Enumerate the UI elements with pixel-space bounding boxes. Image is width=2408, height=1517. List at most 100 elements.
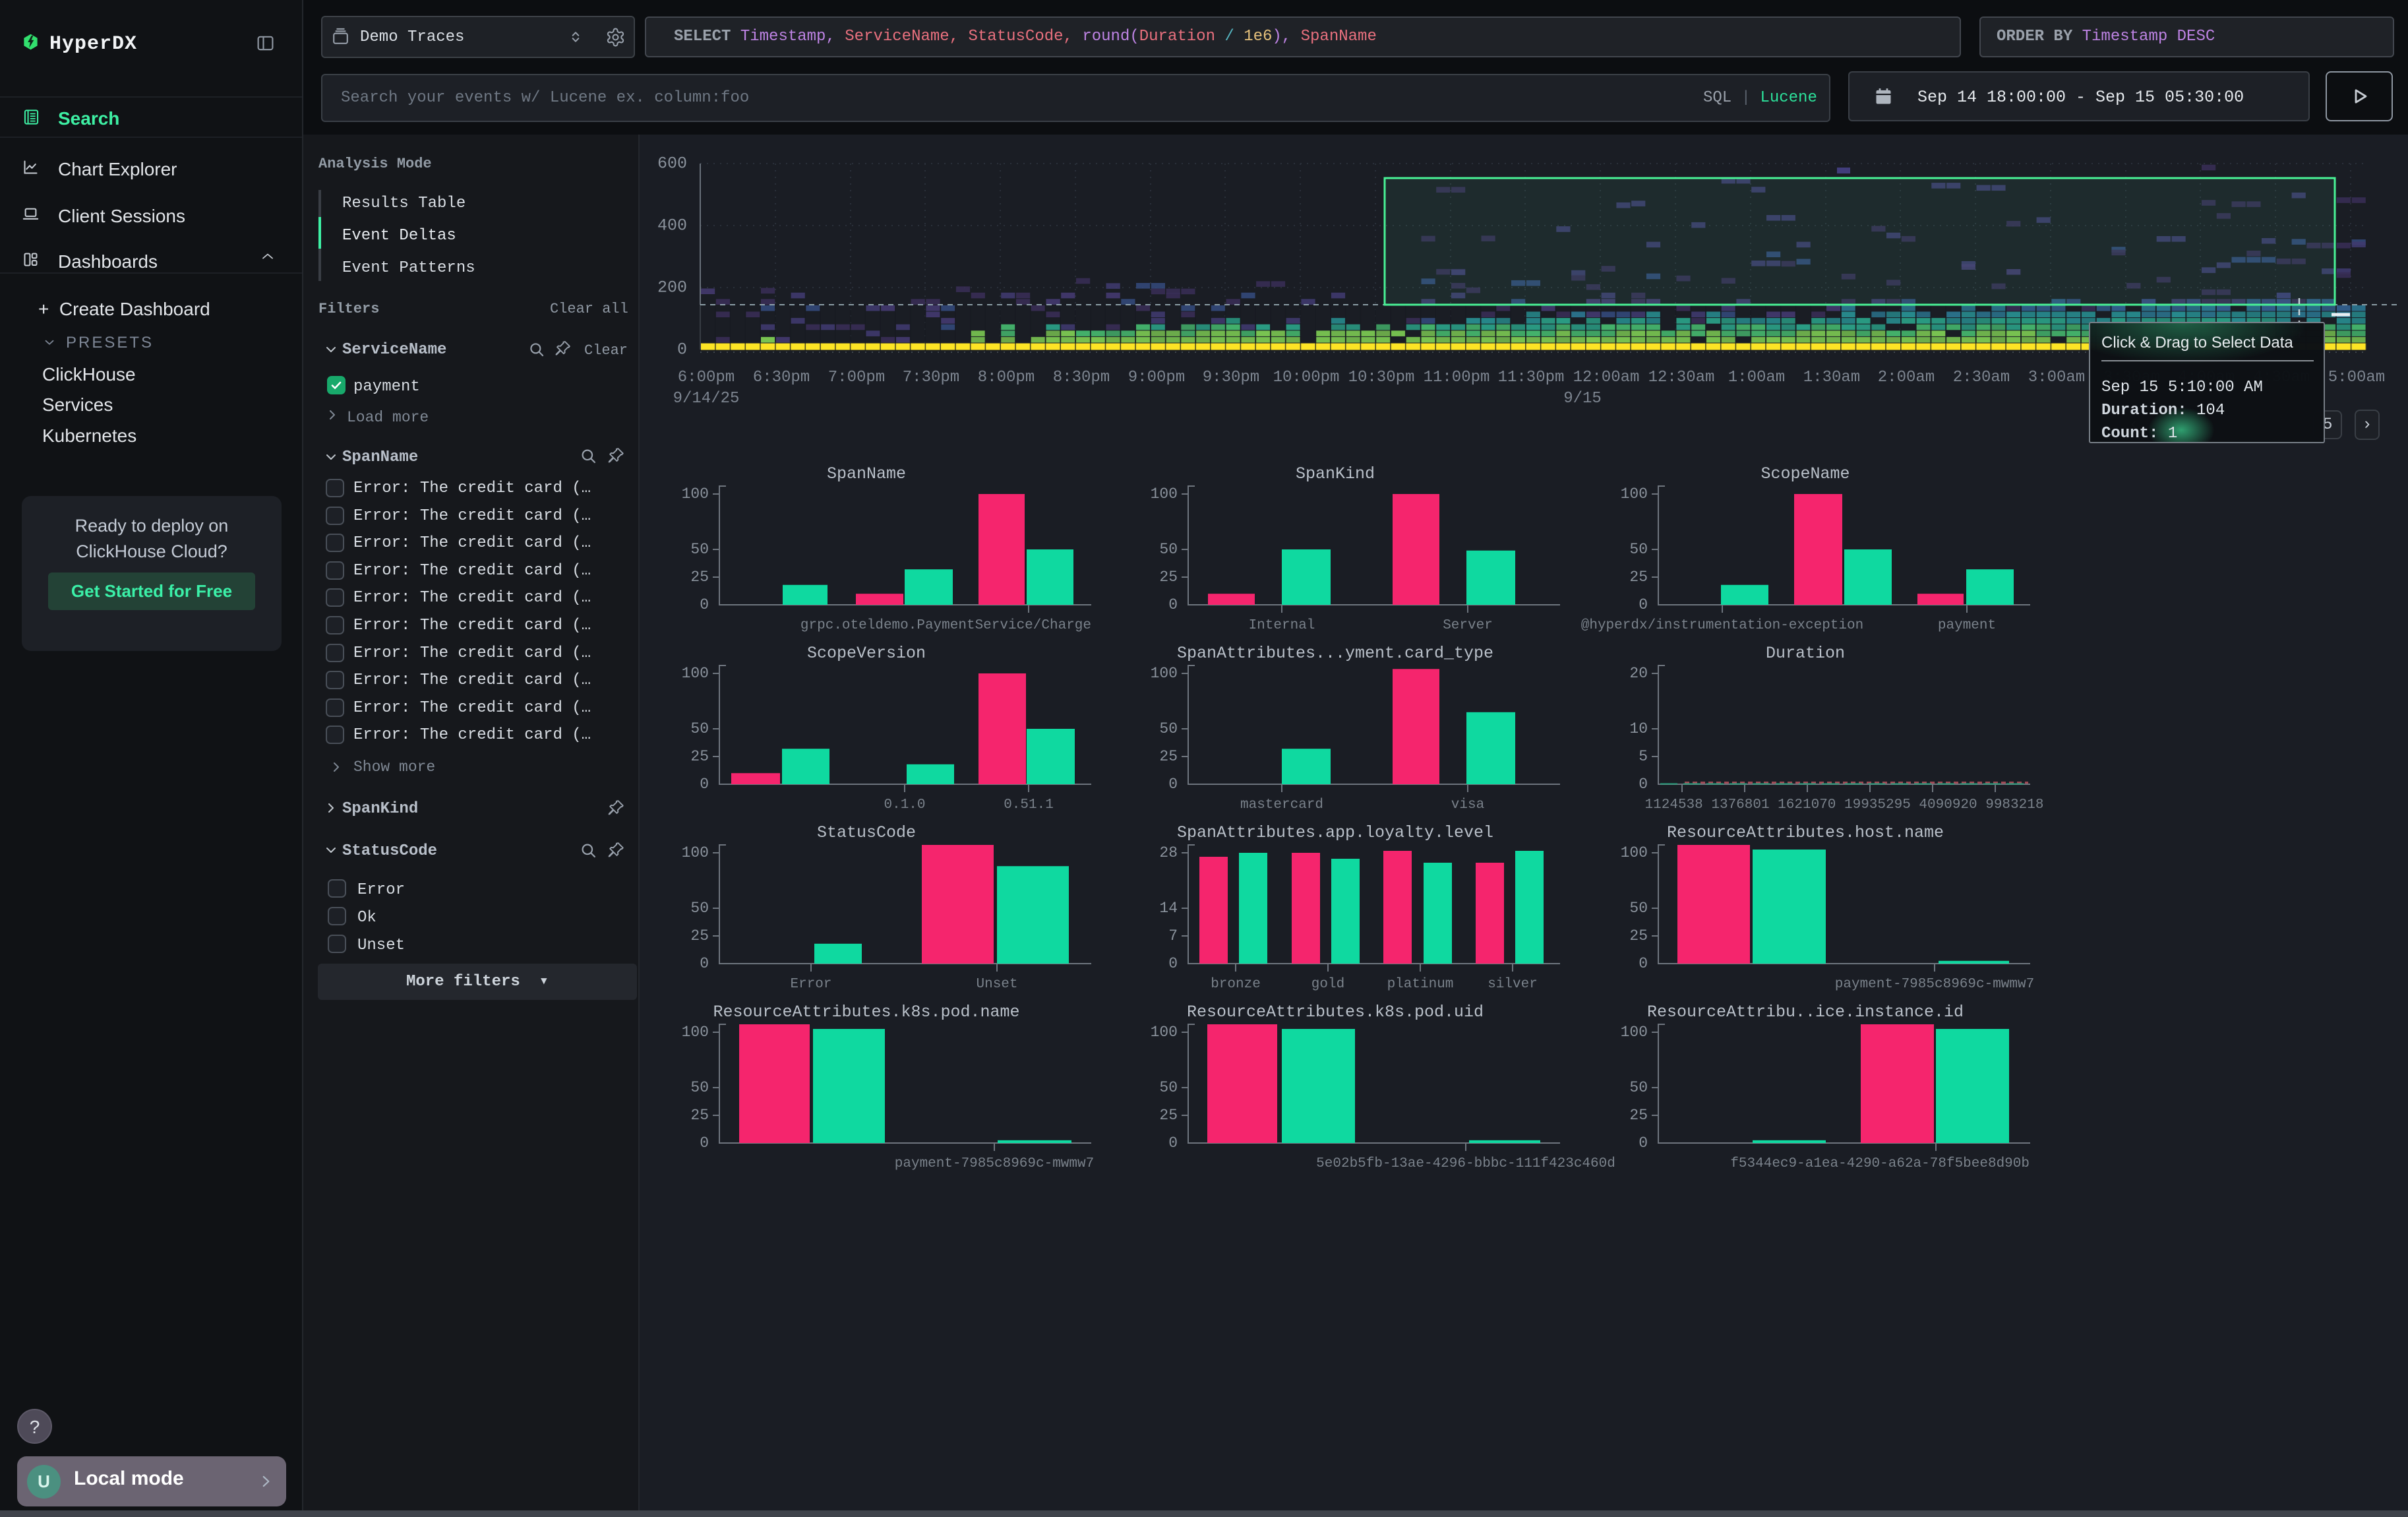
svg-text:0: 0: [1168, 776, 1178, 793]
svg-text:5: 5: [1639, 748, 1648, 765]
svg-text:@hyperdx/instrumentation-excep: @hyperdx/instrumentation-exception: [1581, 618, 1863, 633]
svg-text:6:00pm: 6:00pm: [678, 369, 735, 387]
svg-text:50: 50: [1629, 541, 1648, 558]
svg-text:SpanAttributes...yment.card_ty: SpanAttributes...yment.card_type: [1177, 644, 1493, 663]
svg-text:400: 400: [657, 216, 687, 235]
svg-text:25: 25: [1159, 748, 1178, 765]
svg-text:0: 0: [1639, 955, 1648, 972]
svg-text:10: 10: [1629, 720, 1648, 737]
svg-text:25: 25: [1159, 569, 1178, 586]
svg-text:14: 14: [1159, 900, 1178, 917]
svg-text:6:30pm: 6:30pm: [753, 369, 810, 387]
svg-text:100: 100: [682, 1024, 709, 1041]
svg-text:20: 20: [1629, 665, 1648, 682]
svg-text:0: 0: [1168, 955, 1178, 972]
svg-text:visa: visa: [1451, 797, 1484, 813]
svg-text:25: 25: [690, 927, 709, 944]
svg-text:9/14/25: 9/14/25: [673, 390, 740, 408]
svg-text:0: 0: [1168, 596, 1178, 613]
svg-text:payment-7985c8969c-mwmw7: payment-7985c8969c-mwmw7: [1835, 977, 2034, 992]
svg-text:9:00pm: 9:00pm: [1128, 369, 1185, 387]
svg-text:7:00pm: 7:00pm: [828, 369, 885, 387]
svg-text:ResourceAttribu..ice.instance.: ResourceAttribu..ice.instance.id: [1647, 1003, 1964, 1022]
svg-text:25: 25: [690, 569, 709, 586]
svg-text:25: 25: [1159, 1107, 1178, 1124]
svg-text:Duration: Duration: [1766, 644, 1845, 663]
svg-text:payment-7985c8969c-mwmw7: payment-7985c8969c-mwmw7: [895, 1156, 1094, 1171]
svg-text:50: 50: [690, 900, 709, 917]
svg-text:0.51.1: 0.51.1: [1004, 797, 1054, 813]
svg-text:25: 25: [1629, 1107, 1648, 1124]
svg-text:0: 0: [700, 955, 709, 972]
svg-text:100: 100: [1151, 665, 1178, 682]
svg-text:0: 0: [700, 776, 709, 793]
svg-text:100: 100: [1151, 485, 1178, 503]
svg-text:11:30pm: 11:30pm: [1498, 369, 1565, 387]
svg-text:grpc.oteldemo.PaymentService/C: grpc.oteldemo.PaymentService/Charge: [800, 618, 1091, 633]
svg-text:50: 50: [1159, 541, 1178, 558]
svg-text:0: 0: [677, 340, 687, 359]
svg-text:SpanAttributes.app.loyalty.lev: SpanAttributes.app.loyalty.level: [1177, 823, 1493, 842]
svg-text:3:00am: 3:00am: [2028, 369, 2085, 387]
svg-text:50: 50: [1629, 1079, 1648, 1096]
svg-text:8:00pm: 8:00pm: [978, 369, 1035, 387]
svg-text:Unset: Unset: [976, 977, 1017, 992]
svg-text:5e02b5fb-13ae-4296-bbbc-111f42: 5e02b5fb-13ae-4296-bbbc-111f423c460d: [1316, 1156, 1615, 1171]
svg-text:0: 0: [700, 1134, 709, 1152]
svg-text:ResourceAttributes.k8s.pod.uid: ResourceAttributes.k8s.pod.uid: [1187, 1003, 1484, 1022]
svg-text:SpanKind: SpanKind: [1296, 464, 1375, 483]
svg-text:10:30pm: 10:30pm: [1348, 369, 1415, 387]
svg-text:100: 100: [682, 844, 709, 861]
svg-text:8:30pm: 8:30pm: [1053, 369, 1110, 387]
svg-text:25: 25: [690, 1107, 709, 1124]
svg-text:1:30am: 1:30am: [1803, 369, 1860, 387]
svg-text:50: 50: [690, 1079, 709, 1096]
svg-text:50: 50: [690, 541, 709, 558]
svg-text:0: 0: [1168, 1134, 1178, 1152]
svg-text:600: 600: [657, 154, 687, 173]
svg-text:50: 50: [1159, 1079, 1178, 1096]
svg-text:2:00am: 2:00am: [1878, 369, 1935, 387]
svg-text:7: 7: [1168, 927, 1178, 944]
svg-text:12:30am: 12:30am: [1648, 369, 1715, 387]
svg-text:10:00pm: 10:00pm: [1273, 369, 1340, 387]
svg-text:StatusCode: StatusCode: [817, 823, 916, 842]
svg-text:12:00am: 12:00am: [1573, 369, 1640, 387]
svg-text:2:30am: 2:30am: [1953, 369, 2010, 387]
svg-text:0: 0: [700, 596, 709, 613]
svg-text:100: 100: [1621, 844, 1648, 861]
svg-text:gold: gold: [1311, 977, 1344, 992]
svg-text:bronze: bronze: [1211, 977, 1261, 992]
svg-text:Server: Server: [1443, 618, 1493, 633]
svg-text:SpanName: SpanName: [827, 464, 906, 483]
svg-text:5:00am: 5:00am: [2328, 369, 2385, 387]
svg-text:silver: silver: [1488, 977, 1538, 992]
svg-text:9/15: 9/15: [1563, 390, 1602, 408]
svg-text:11:00pm: 11:00pm: [1424, 369, 1490, 387]
svg-text:Error: Error: [790, 977, 831, 992]
svg-text:100: 100: [1621, 1024, 1648, 1041]
svg-text:50: 50: [690, 720, 709, 737]
svg-text:50: 50: [1629, 900, 1648, 917]
svg-text:25: 25: [690, 748, 709, 765]
svg-text:Internal: Internal: [1249, 618, 1315, 633]
svg-text:100: 100: [682, 665, 709, 682]
svg-text:0.1.0: 0.1.0: [884, 797, 925, 813]
svg-text:100: 100: [682, 485, 709, 503]
svg-text:0: 0: [1639, 596, 1648, 613]
svg-text:f5344ec9-a1ea-4290-a62a-78f5be: f5344ec9-a1ea-4290-a62a-78f5bee8d90b: [1730, 1156, 2030, 1171]
svg-text:100: 100: [1151, 1024, 1178, 1041]
svg-text:9:30pm: 9:30pm: [1203, 369, 1259, 387]
svg-text:ResourceAttributes.host.name: ResourceAttributes.host.name: [1667, 823, 1944, 842]
svg-text:0: 0: [1639, 1134, 1648, 1152]
svg-text:1124538 1376801 1621070 199352: 1124538 1376801 1621070 19935295 4090920…: [1645, 797, 2044, 813]
svg-text:ScopeVersion: ScopeVersion: [807, 644, 926, 663]
svg-text:100: 100: [1621, 485, 1648, 503]
svg-text:7:30pm: 7:30pm: [903, 369, 959, 387]
svg-text:200: 200: [657, 278, 687, 297]
svg-text:mastercard: mastercard: [1240, 797, 1323, 813]
svg-text:platinum: platinum: [1387, 977, 1454, 992]
svg-text:0: 0: [1639, 776, 1648, 793]
svg-text:25: 25: [1629, 569, 1648, 586]
svg-text:ScopeName: ScopeName: [1761, 464, 1850, 483]
